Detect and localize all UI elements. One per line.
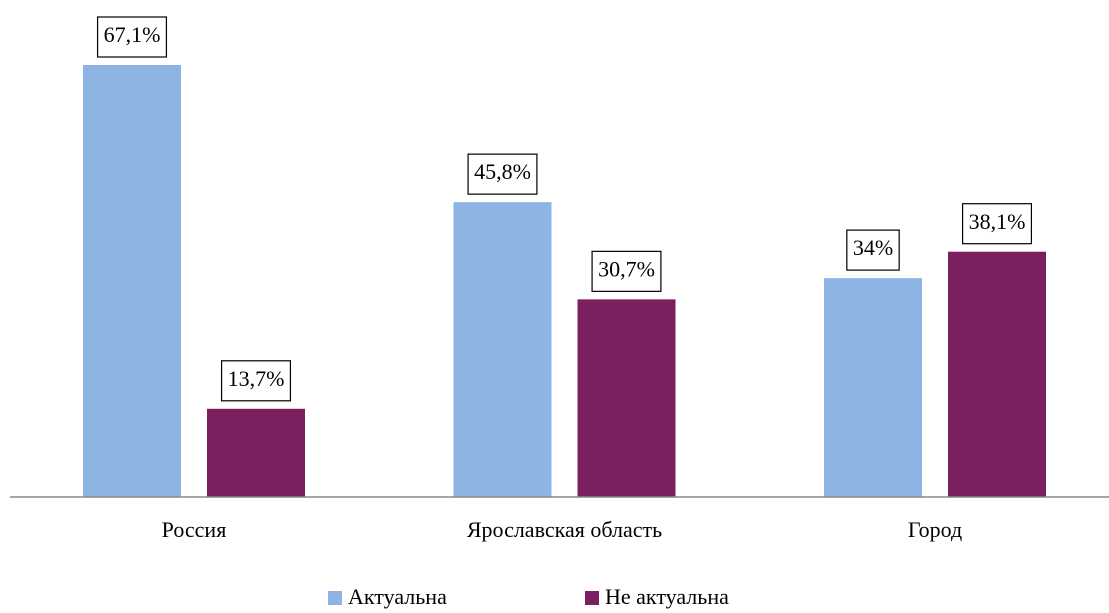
data-label: 45,8% — [474, 159, 531, 184]
data-label: 30,7% — [598, 256, 655, 281]
bar — [207, 408, 305, 497]
bar — [948, 251, 1046, 497]
data-label-box — [846, 229, 900, 271]
bar — [577, 299, 676, 497]
data-label: 34% — [853, 235, 893, 260]
x-tick-label: Ярославская область — [467, 517, 662, 542]
legend-label: Не актуальна — [605, 584, 729, 609]
data-label: 38,1% — [969, 209, 1026, 234]
data-label: 67,1% — [104, 22, 161, 47]
data-label-box — [96, 16, 168, 58]
data-label-box — [467, 153, 538, 195]
x-tick-label: Город — [908, 517, 962, 542]
legend-label: Актуальна — [348, 584, 447, 609]
bar — [453, 202, 552, 498]
data-label-box — [961, 203, 1033, 245]
bar — [83, 65, 181, 497]
x-tick-label: Россия — [162, 517, 227, 542]
data-label-box — [591, 250, 662, 292]
bar — [824, 278, 922, 497]
data-label-box — [220, 360, 292, 402]
legend-swatch — [328, 591, 342, 605]
legend-swatch — [585, 591, 599, 605]
data-label: 13,7% — [228, 366, 285, 391]
